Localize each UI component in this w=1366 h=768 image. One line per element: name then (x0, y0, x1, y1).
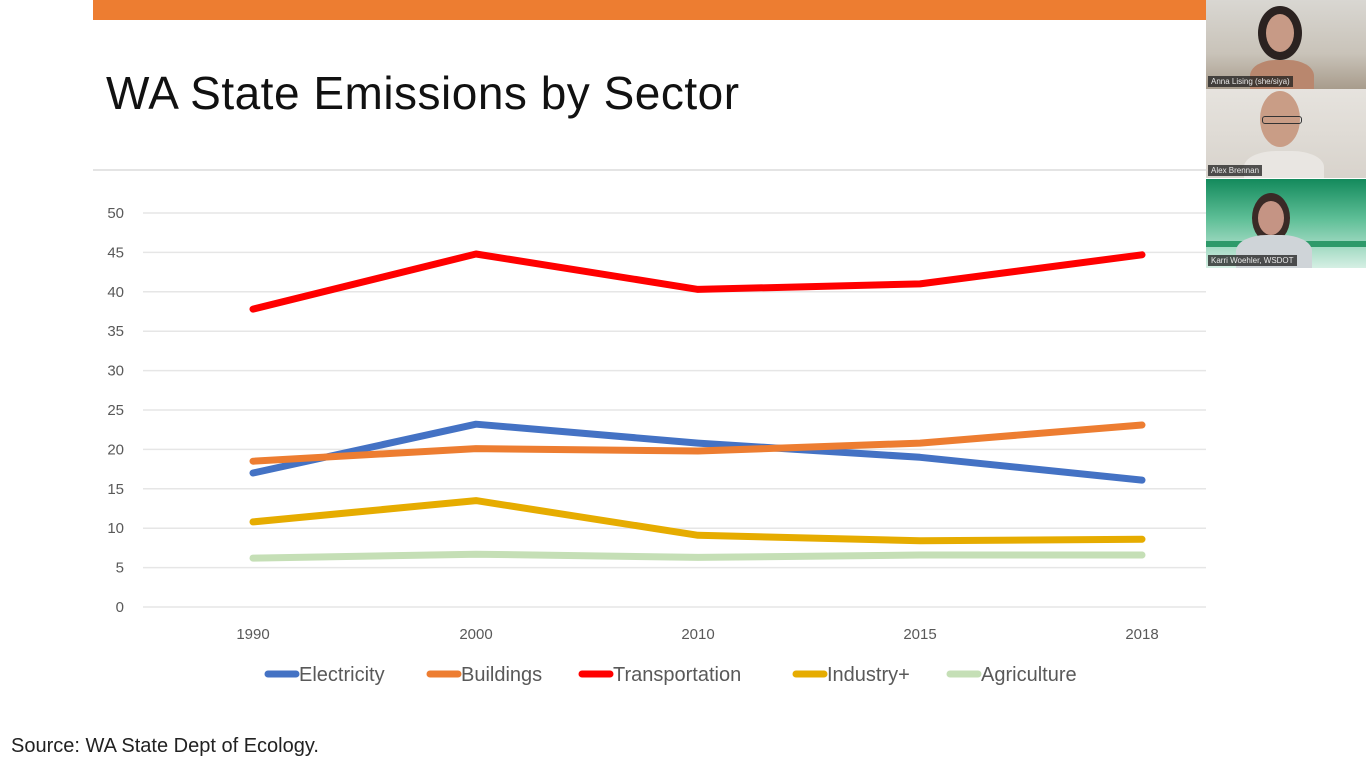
y-tick-label: 15 (107, 481, 124, 498)
video-tile-participant-1[interactable]: Anna Lising (she/siya) (1206, 0, 1366, 89)
participant-face (1266, 14, 1294, 52)
series-line-agriculture (249, 550, 1146, 562)
legend-label: Electricity (299, 664, 385, 686)
series-line-buildings (249, 421, 1146, 465)
participant-name: Karri Woehler, WSDOT (1208, 255, 1297, 266)
y-tick-label: 20 (107, 441, 124, 458)
video-gallery: Anna Lising (she/siya) Alex Brennan Karr… (1206, 0, 1366, 268)
y-tick-label: 40 (107, 284, 124, 301)
legend-label: Buildings (461, 664, 542, 686)
legend-item-agriculture: Agriculture (946, 664, 1077, 686)
legend-label: Transportation (613, 664, 741, 686)
slide-accent-band (93, 0, 1206, 20)
legend-item-transportation: Transportation (578, 664, 741, 686)
slide-title: WA State Emissions by Sector (106, 67, 740, 119)
series-line-electricity (249, 420, 1146, 484)
line-chart: 0 5 10 15 20 25 30 35 40 45 50 1990 2000 2010 2015 201… (107, 205, 1206, 686)
legend-item-buildings: Buildings (426, 664, 542, 686)
legend-item-electricity: Electricity (264, 664, 385, 686)
x-axis-ticks: 1990 2000 2010 2015 2018 (236, 626, 1158, 643)
x-tick-label: 2015 (903, 626, 936, 643)
participant-name: Alex Brennan (1208, 165, 1263, 176)
x-tick-label: 2000 (459, 626, 492, 643)
x-tick-label: 1990 (236, 626, 269, 643)
legend-label: Agriculture (981, 664, 1077, 686)
source-note: Source: WA State Dept of Ecology. (11, 735, 319, 757)
y-tick-label: 25 (107, 402, 124, 419)
legend-label: Industry+ (827, 664, 910, 686)
participant-face (1260, 91, 1300, 147)
y-tick-label: 45 (107, 244, 124, 261)
series-lines (249, 250, 1146, 562)
y-tick-label: 50 (107, 205, 124, 222)
legend-item-industry: Industry+ (792, 664, 910, 686)
video-tile-participant-3[interactable]: Karri Woehler, WSDOT (1206, 179, 1366, 268)
y-axis-ticks: 0 5 10 15 20 25 30 35 40 45 50 (107, 205, 124, 616)
y-tick-label: 35 (107, 323, 124, 340)
participant-name: Anna Lising (she/siya) (1208, 76, 1293, 87)
video-tile-participant-2[interactable]: Alex Brennan (1206, 89, 1366, 178)
participant-face (1258, 201, 1284, 235)
y-tick-label: 5 (116, 560, 124, 577)
x-tick-label: 2018 (1125, 626, 1158, 643)
gridlines (143, 212, 1206, 608)
y-tick-label: 30 (107, 363, 124, 380)
series-line-industry (249, 497, 1146, 545)
series-line-transportation (249, 250, 1146, 313)
x-tick-label: 2010 (681, 626, 714, 643)
glasses-icon (1262, 116, 1302, 124)
title-divider (93, 169, 1206, 171)
y-tick-label: 10 (107, 520, 124, 537)
legend: Electricity Buildings Transportation Indust… (264, 664, 1077, 686)
y-tick-label: 0 (116, 599, 124, 616)
